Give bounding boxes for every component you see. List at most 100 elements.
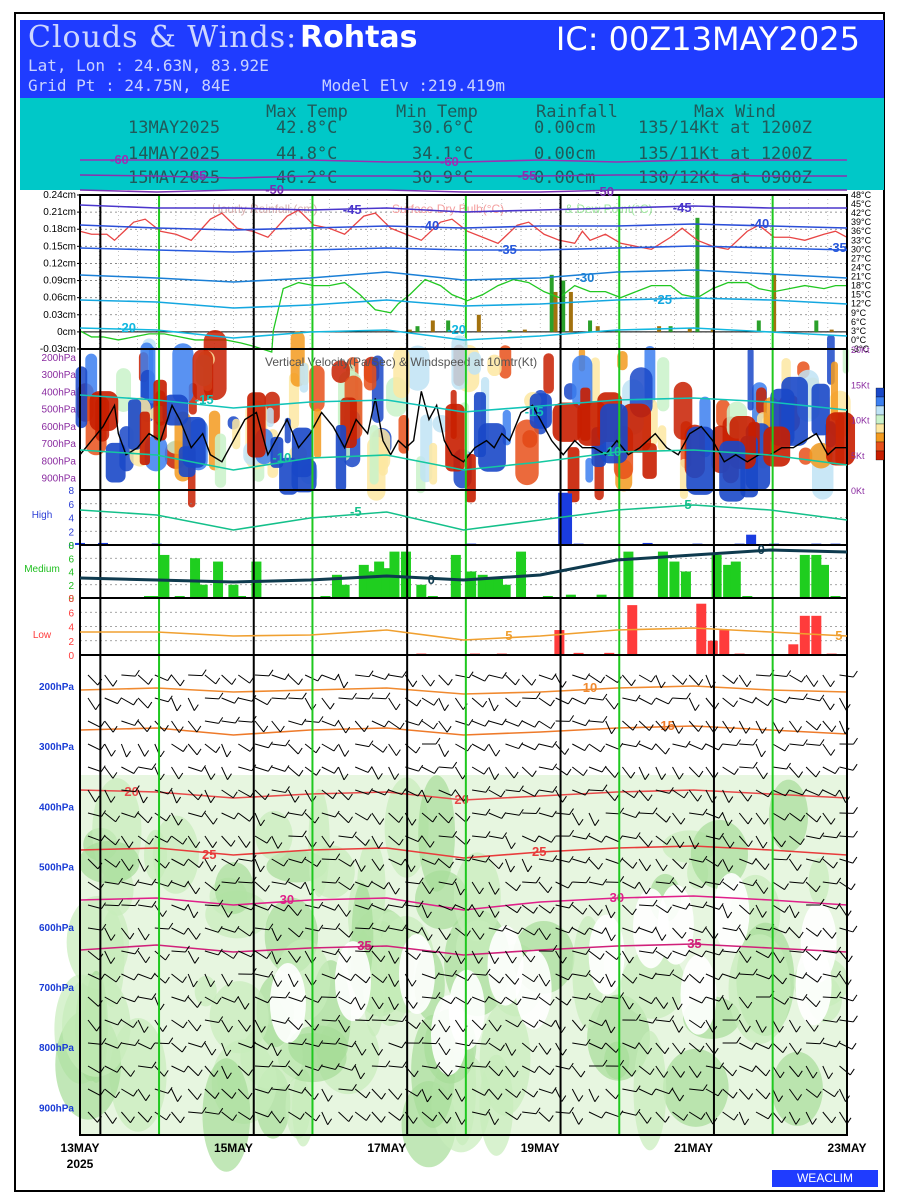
wind-barb-flag [165, 861, 170, 869]
wind-barb-flag [151, 878, 157, 886]
wind-barb [254, 835, 268, 844]
wind-barb-flag [569, 829, 575, 837]
wind-barb-flag [562, 956, 567, 964]
wind-barb-flag [619, 807, 625, 815]
wind-barb [388, 674, 403, 678]
wind-barb-flag [585, 992, 591, 1000]
p1-ytick-left: 0.12cm [43, 258, 76, 269]
wind-barb [538, 835, 552, 843]
wind-barb-flag [434, 767, 439, 774]
wind-barb [371, 927, 386, 933]
wind-barb [104, 996, 118, 1005]
p1-ytick-right: 6°C [851, 317, 867, 327]
wind-barb [321, 697, 331, 710]
vv-blob [657, 357, 670, 412]
wind-barb [104, 720, 114, 733]
wind-barb-flag [134, 719, 140, 726]
wind-barb-flag [644, 773, 650, 780]
isotherm-7 [79, 297, 848, 309]
wind-barb [588, 697, 603, 701]
wind-barb [488, 743, 497, 757]
wind-barb [221, 858, 235, 867]
wind-barb [271, 973, 279, 987]
wind-barb-flag [560, 1026, 566, 1034]
wind-barb [354, 858, 362, 872]
wind-barb-flag [568, 855, 574, 863]
wind-barb [171, 858, 185, 867]
wind-barb [137, 1042, 151, 1050]
wind-barb-flag [235, 877, 240, 884]
wind-barb-flag [401, 924, 407, 931]
wind-barb-flag [767, 790, 773, 798]
wind-barb [154, 1042, 169, 1045]
wind-barb [187, 927, 197, 940]
wind-barb-flag [395, 749, 401, 756]
medium-bar [730, 561, 741, 598]
wind-barb [572, 674, 586, 680]
wind-barb [522, 881, 537, 884]
wind-barb-flag [216, 997, 222, 1005]
wind-barb [588, 1019, 602, 1027]
wind-barb [354, 812, 368, 821]
wind-barb-flag [248, 1069, 253, 1076]
vv-legend-swatch [875, 423, 885, 434]
wind-barb-flag [144, 865, 149, 872]
wind-barb [355, 743, 370, 748]
vv-ytick-left: 700hPa [42, 439, 77, 450]
wind-barb-flag [445, 1048, 451, 1056]
xs-ytick: 600hPa [39, 923, 74, 934]
vv-blob [830, 361, 838, 421]
rh-dry [588, 914, 625, 995]
wind-barb-flag [795, 1118, 801, 1125]
wind-barb-flag [277, 1049, 282, 1057]
wind-barb-flag [361, 1048, 367, 1056]
wind-barb [238, 1042, 252, 1049]
xs-year: 2025 [67, 1157, 94, 1171]
wind-barb-flag [247, 1092, 253, 1100]
wind-barb-flag [549, 1068, 555, 1075]
wind-barb-flag [401, 670, 407, 678]
wind-barb [622, 858, 634, 869]
wind-barb-flag [647, 1047, 653, 1055]
wind-barb-flag [515, 678, 520, 686]
wind-barb [521, 858, 529, 873]
wind-barb [171, 1111, 181, 1124]
wind-barb [121, 973, 135, 981]
wind-barb-flag [298, 1069, 303, 1076]
wind-barb-flag [518, 742, 524, 749]
wind-barb [388, 766, 396, 780]
wind-barb [454, 881, 462, 896]
wind-barb [221, 1042, 228, 1057]
wind-barb-flag [350, 974, 356, 981]
wind-barb [321, 720, 336, 727]
wind-barb [171, 1088, 179, 1102]
wind-barb [154, 1088, 169, 1094]
vv-ytick-left: 300hPa [42, 370, 77, 381]
wind-barb [672, 720, 680, 734]
wind-barb [438, 766, 453, 769]
wind-barb [321, 1088, 329, 1102]
wind-barb-flag [651, 972, 657, 980]
wind-barb [488, 674, 503, 679]
wind-barb [137, 1019, 145, 1033]
wind-barb-flag [599, 976, 605, 984]
wind-barb [522, 1111, 537, 1115]
isotherm-label: -40 [420, 218, 439, 233]
vv-core [567, 447, 580, 503]
wind-barb-flag [260, 1026, 266, 1033]
wind-barb [137, 927, 146, 941]
rh-blob [728, 934, 791, 1044]
wind-barb [321, 973, 336, 980]
wind-barb-flag [218, 692, 224, 700]
isotherm-label: 0 [758, 542, 765, 557]
wind-barb [271, 743, 286, 747]
medium-bar [389, 551, 400, 598]
wind-barb [655, 789, 670, 794]
wind-barb [789, 927, 800, 939]
wind-barb-flag [634, 1042, 640, 1049]
wind-barb [572, 697, 586, 705]
wind-barb [772, 950, 781, 964]
rain-bar [561, 280, 566, 332]
wind-barb [805, 950, 817, 961]
xs-ytick: 300hPa [39, 742, 74, 753]
